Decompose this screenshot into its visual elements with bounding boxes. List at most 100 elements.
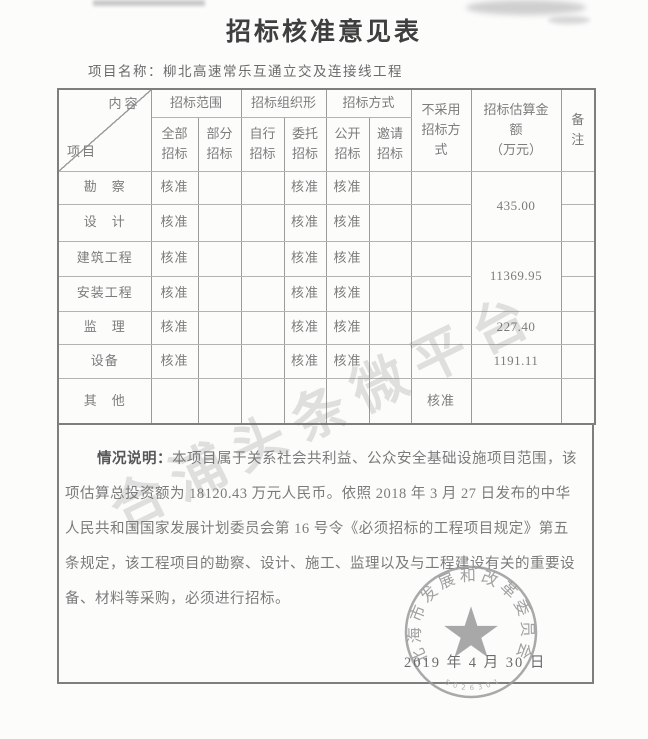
scan-artifact: [93, 0, 205, 6]
amount-cell: 1191.11: [470, 343, 562, 379]
approval-cell: 核准: [150, 275, 199, 312]
group-header-method: 招标方式: [325, 88, 412, 118]
column-header-amount: 招标估算金额 （万元）: [470, 88, 562, 172]
corner-label-content: 内容: [108, 96, 141, 111]
approval-cell: 核准: [283, 275, 327, 312]
approval-cell: [368, 275, 412, 312]
statement-label: 情况说明：: [97, 451, 172, 467]
approval-cell: [240, 343, 285, 379]
statement-line: 情况说明：本项目属于关系社会共利益、公众安全基础设施项目范围，该: [65, 442, 586, 477]
project-name-value: 柳北高速常乐互通立交及连接线工程: [163, 64, 403, 79]
amount-cell: 227.40: [470, 310, 562, 345]
approval-cell: [240, 310, 285, 345]
group-header-scope: 招标范围: [150, 88, 242, 118]
amount-header-line2: （万元）: [490, 142, 543, 158]
approval-cell: 核准: [325, 203, 370, 242]
approval-cell: [197, 310, 242, 345]
seal-circle: [404, 565, 538, 699]
approval-cell: 核准: [325, 240, 370, 277]
approval-cell: [410, 310, 472, 345]
row-label: 建筑工程: [57, 240, 152, 277]
approval-cell: [283, 377, 327, 425]
row-label: 设 计: [57, 203, 152, 242]
note-cell: [560, 240, 596, 277]
corner-cell: 内容 项目: [57, 88, 152, 172]
approval-cell: [197, 240, 242, 277]
column-header-self-bid: 自行招标: [240, 116, 285, 172]
approval-cell: [410, 170, 472, 205]
amount-cell: 435.00: [470, 170, 562, 242]
approval-cell: 核准: [150, 240, 199, 277]
table-row-other: 其 他 核准: [57, 377, 596, 425]
approval-cell: [368, 240, 412, 277]
seal-star-icon: ★: [440, 592, 503, 674]
approval-cell: [240, 377, 285, 425]
table-row-survey: 勘 察 核准 核准 核准 435.00: [57, 170, 596, 242]
approval-cell: 核准: [283, 170, 327, 205]
approval-cell: 核准: [283, 343, 327, 379]
note-cell: [560, 170, 596, 205]
column-header-open-bid: 公开招标: [325, 116, 370, 172]
approval-cell: [240, 275, 285, 312]
note-cell: [560, 343, 596, 379]
approval-cell: 核准: [325, 310, 370, 345]
approval-cell: [325, 377, 370, 425]
table-row-equipment: 设备 核准 核准 核准 1191.11: [57, 343, 596, 379]
approval-cell: 核准: [150, 310, 199, 345]
approval-cell: [410, 203, 472, 242]
approval-cell: 核准: [325, 343, 370, 379]
note-cell: [560, 310, 596, 345]
approval-cell: [197, 377, 242, 425]
row-label: 其 他: [57, 377, 152, 425]
approval-cell: [410, 343, 472, 379]
note-cell: [560, 275, 596, 312]
approval-cell: [197, 343, 242, 379]
note-cell: [560, 203, 596, 242]
approval-cell: [197, 170, 242, 205]
approval-cell: [368, 170, 412, 205]
approval-cell: 核准: [150, 203, 199, 242]
approval-form: 内容 项目 招标范围 招标组织形 招标方式 不采用招标方式 招标估算金额 （万元…: [57, 88, 597, 684]
statement-line: 项估算总投资额为 18120.43 万元人民币。依照 2018 年 3 月 27…: [65, 486, 571, 502]
group-header-organization: 招标组织形: [240, 88, 327, 118]
amount-cell: 11369.95: [470, 240, 562, 312]
approval-cell: 核准: [325, 275, 370, 312]
statement-line: 人民共和国国家发展计划委员会第 16 号令《必须招标的工程项目规定》第五: [65, 521, 569, 537]
official-seal: 北海市发展和改革委员会 ★ 5 0 2 6 3 0 1 3 4: [396, 556, 538, 699]
statement-text: 本项目属于关系社会共利益、公众安全基础设施项目范围，该: [172, 451, 577, 467]
amount-cell: [470, 377, 562, 425]
column-header-entrust-bid: 委托招标: [283, 116, 327, 172]
column-header-note: 备注: [560, 88, 596, 172]
project-name-label: 项目名称：: [88, 64, 163, 79]
project-name-line: 项目名称：柳北高速常乐互通立交及连接线工程: [88, 60, 403, 80]
approval-cell: [410, 240, 472, 277]
date-text: 2019 年 4 月 30 日: [404, 655, 547, 671]
row-label: 安装工程: [57, 275, 152, 312]
approval-cell: [368, 343, 412, 379]
approval-cell: [240, 203, 285, 242]
approval-cell: [240, 240, 285, 277]
approval-cell: [150, 377, 199, 425]
approval-cell: [368, 203, 412, 242]
approval-cell: 核准: [150, 343, 199, 379]
approval-cell: 核准: [283, 310, 327, 345]
column-header-partial-bid: 部分招标: [197, 116, 242, 172]
statement-line: 备、材料等采购，必须进行招标。: [65, 591, 290, 607]
statement-section: 情况说明：本项目属于关系社会共利益、公众安全基础设施项目范围，该 项估算总投资额…: [57, 425, 594, 684]
column-header-invite-bid: 邀请招标: [368, 116, 412, 172]
amount-header-line1: 招标估算金额: [483, 102, 549, 138]
row-label: 勘 察: [57, 170, 152, 205]
approval-cell: [197, 275, 242, 312]
approval-cell: 核准: [410, 377, 472, 425]
row-label: 监 理: [57, 310, 152, 345]
approval-cell: 核准: [325, 170, 370, 205]
approval-cell: 核准: [283, 240, 327, 277]
approval-cell: [368, 377, 412, 425]
approval-table: 内容 项目 招标范围 招标组织形 招标方式 不采用招标方式 招标估算金额 （万元…: [57, 88, 597, 425]
approval-cell: [368, 310, 412, 345]
approval-cell: [240, 170, 285, 205]
approval-cell: 核准: [283, 203, 327, 242]
column-header-no-bid: 不采用招标方式: [410, 88, 472, 172]
approval-cell: [410, 275, 472, 312]
approval-cell: [197, 203, 242, 242]
